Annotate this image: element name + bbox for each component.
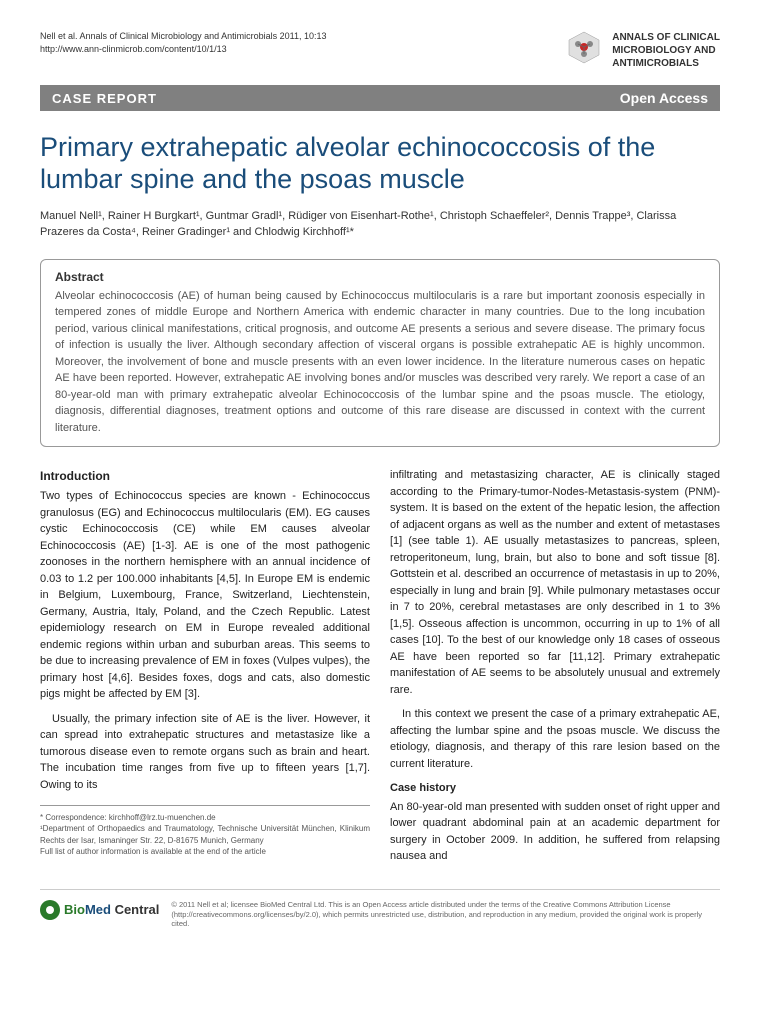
intro-para-4: In this context we present the case of a… bbox=[390, 706, 720, 772]
citation-url: http://www.ann-clinmicrob.com/content/10… bbox=[40, 43, 327, 56]
case-para-1: An 80-year-old man presented with sudden… bbox=[390, 799, 720, 865]
journal-name-line2: MICROBIOLOGY AND bbox=[612, 44, 720, 57]
page-header: Nell et al. Annals of Clinical Microbiol… bbox=[40, 30, 720, 70]
citation-block: Nell et al. Annals of Clinical Microbiol… bbox=[40, 30, 327, 55]
body-columns: Introduction Two types of Echinococcus s… bbox=[40, 467, 720, 873]
abstract-heading: Abstract bbox=[55, 270, 705, 284]
correspondence-block: * Correspondence: kirchhoff@lrz.tu-muenc… bbox=[40, 812, 370, 857]
correspondence-divider: * Correspondence: kirchhoff@lrz.tu-muenc… bbox=[40, 805, 370, 857]
journal-brand: ANNALS OF CLINICAL MICROBIOLOGY AND ANTI… bbox=[564, 30, 720, 70]
case-history-heading: Case history bbox=[390, 780, 720, 797]
abstract-text: Alveolar echinococcosis (AE) of human be… bbox=[55, 288, 705, 437]
journal-name-line3: ANTIMICROBIALS bbox=[612, 57, 720, 70]
bmc-circle-icon bbox=[40, 900, 60, 920]
open-access-label: Open Access bbox=[620, 90, 708, 106]
intro-para-2: Usually, the primary infection site of A… bbox=[40, 711, 370, 794]
correspondence-affiliation: ¹Department of Orthopaedics and Traumato… bbox=[40, 823, 370, 845]
bmc-med-text: Med bbox=[85, 902, 111, 917]
citation-text: Nell et al. Annals of Clinical Microbiol… bbox=[40, 30, 327, 43]
abstract-box: Abstract Alveolar echinococcosis (AE) of… bbox=[40, 259, 720, 448]
page-container: Nell et al. Annals of Clinical Microbiol… bbox=[0, 0, 760, 949]
journal-logo-icon bbox=[564, 30, 604, 70]
journal-name: ANNALS OF CLINICAL MICROBIOLOGY AND ANTI… bbox=[612, 31, 720, 70]
intro-para-3: infiltrating and metastasizing character… bbox=[390, 467, 720, 698]
license-text: © 2011 Nell et al; licensee BioMed Centr… bbox=[171, 900, 720, 929]
intro-para-1: Two types of Echinococcus species are kn… bbox=[40, 488, 370, 703]
journal-name-line1: ANNALS OF CLINICAL bbox=[612, 31, 720, 44]
left-column: Introduction Two types of Echinococcus s… bbox=[40, 467, 370, 873]
article-title: Primary extrahepatic alveolar echinococc… bbox=[40, 131, 720, 196]
author-list: Manuel Nell¹, Rainer H Burgkart¹, Guntma… bbox=[40, 208, 720, 241]
article-type-label: CASE REPORT bbox=[52, 91, 157, 106]
article-type-banner: CASE REPORT Open Access bbox=[40, 85, 720, 111]
bmc-bio-text: Bio bbox=[64, 902, 85, 917]
correspondence-note: Full list of author information is avail… bbox=[40, 846, 370, 857]
correspondence-email: * Correspondence: kirchhoff@lrz.tu-muenc… bbox=[40, 812, 370, 823]
page-footer: BioMed Central © 2011 Nell et al; licens… bbox=[40, 889, 720, 929]
introduction-heading: Introduction bbox=[40, 467, 370, 485]
right-column: infiltrating and metastasizing character… bbox=[390, 467, 720, 873]
biomed-central-logo: BioMed Central bbox=[40, 900, 159, 920]
bmc-wordmark: BioMed Central bbox=[64, 902, 159, 917]
bmc-central-text: Central bbox=[111, 902, 159, 917]
